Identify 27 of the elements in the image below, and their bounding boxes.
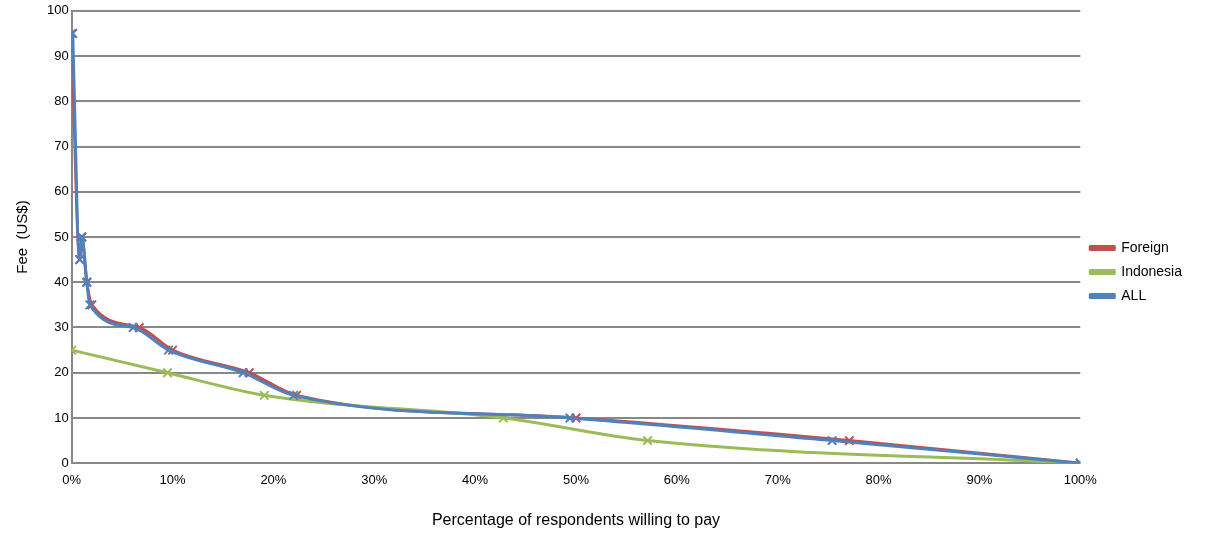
x-tick-label: 0% [62,471,82,487]
x-tick-label: 60% [663,471,691,487]
y-tick-label: 30 [54,319,69,335]
x-tick-label: 70% [764,471,792,487]
legend-label: ALL [1121,286,1147,303]
y-tick-label: 10 [54,409,69,425]
x-tick-label: 50% [562,471,590,487]
y-tick-label: 60 [54,183,69,199]
x-tick-label: 10% [159,471,186,487]
x-tick-label: 40% [462,471,489,487]
y-tick-label: 100 [46,2,69,18]
x-tick-label: 20% [260,471,287,487]
y-tick-label: 20 [54,364,69,380]
legend-label: Foreign [1121,238,1169,255]
y-tick-label: 80 [54,92,69,108]
x-tick-label: 30% [361,471,388,487]
y-tick-label: 0 [61,454,69,470]
y-tick-label: 50 [54,228,69,244]
legend-label: Indonesia [1121,262,1183,279]
y-axis-title: Fee (US$) [13,200,31,274]
x-tick-label: 80% [865,471,893,487]
x-tick-label: 90% [966,471,993,487]
x-axis-title: Percentage of respondents willing to pay [431,510,721,528]
x-tick-label: 100% [1063,471,1098,487]
y-tick-label: 90 [54,47,69,63]
y-tick-label: 70 [54,138,69,154]
y-tick-label: 40 [54,273,69,289]
